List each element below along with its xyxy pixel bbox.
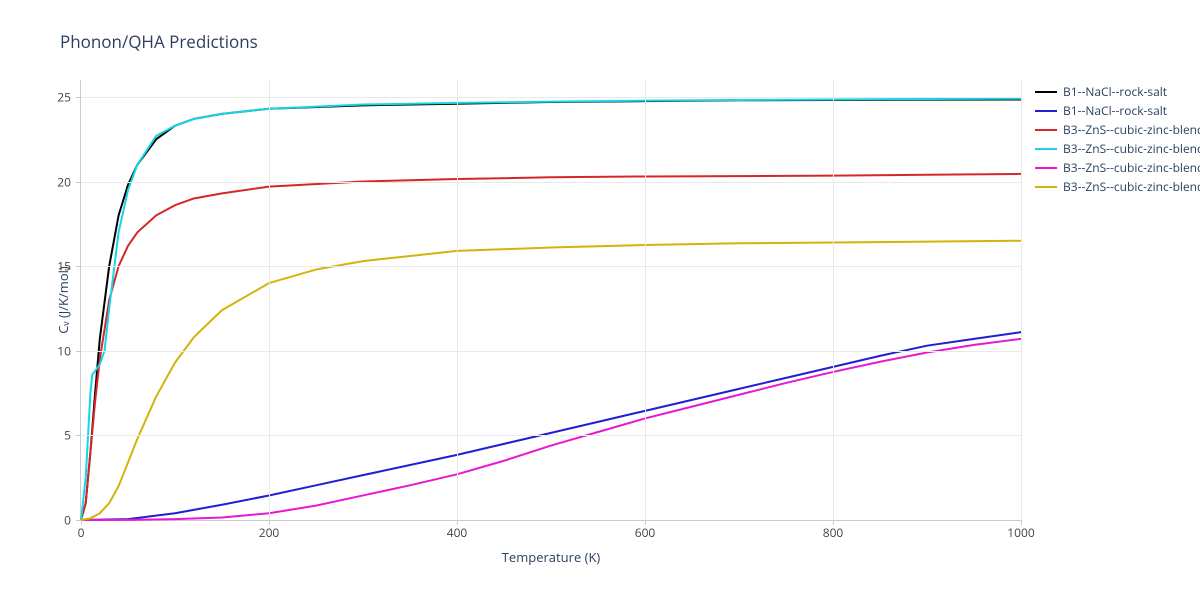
x-tick-label: 800 bbox=[823, 524, 844, 541]
legend-swatch bbox=[1035, 167, 1057, 169]
legend-label: B3--ZnS--cubic-zinc-blende bbox=[1063, 177, 1200, 196]
grid-horizontal bbox=[81, 97, 1021, 98]
grid-horizontal bbox=[81, 351, 1021, 352]
legend-swatch bbox=[1035, 148, 1057, 150]
legend-label: B3--ZnS--cubic-zinc-blende bbox=[1063, 158, 1200, 177]
grid-vertical bbox=[269, 80, 270, 520]
y-tick-label: 0 bbox=[41, 512, 71, 529]
grid-vertical bbox=[833, 80, 834, 520]
y-tick-label: 10 bbox=[41, 342, 71, 359]
y-axis-label: Cᵥ (J/K/mol) bbox=[54, 266, 72, 334]
legend-swatch bbox=[1035, 110, 1057, 112]
x-tick-label: 200 bbox=[259, 524, 280, 541]
y-tick-label: 5 bbox=[41, 427, 71, 444]
legend-swatch bbox=[1035, 91, 1057, 93]
grid-vertical bbox=[457, 80, 458, 520]
grid-horizontal bbox=[81, 182, 1021, 183]
legend-label: B3--ZnS--cubic-zinc-blende bbox=[1063, 139, 1200, 158]
series-line bbox=[81, 332, 1021, 520]
chart-root: Phonon/QHA Predictions Cᵥ (J/K/mol) Temp… bbox=[0, 0, 1200, 600]
series-line bbox=[81, 174, 1021, 520]
x-tick-label: 400 bbox=[447, 524, 468, 541]
legend-swatch bbox=[1035, 129, 1057, 131]
y-tick bbox=[76, 520, 81, 521]
legend-label: B1--NaCl--rock-salt bbox=[1063, 101, 1167, 120]
series-line bbox=[81, 339, 1021, 520]
grid-vertical bbox=[645, 80, 646, 520]
legend-item[interactable]: B1--NaCl--rock-salt bbox=[1035, 101, 1200, 120]
plot-area: Cᵥ (J/K/mol) Temperature (K) 02004006008… bbox=[80, 80, 1021, 521]
y-tick bbox=[76, 266, 81, 267]
legend-label: B3--ZnS--cubic-zinc-blende bbox=[1063, 120, 1200, 139]
grid-horizontal bbox=[81, 435, 1021, 436]
series-svg bbox=[81, 80, 1021, 520]
legend-item[interactable]: B1--NaCl--rock-salt bbox=[1035, 82, 1200, 101]
chart-title: Phonon/QHA Predictions bbox=[60, 30, 258, 53]
y-tick bbox=[76, 351, 81, 352]
legend: B1--NaCl--rock-saltB1--NaCl--rock-saltB3… bbox=[1035, 82, 1200, 196]
y-tick-label: 15 bbox=[41, 258, 71, 275]
grid-horizontal bbox=[81, 266, 1021, 267]
legend-label: B1--NaCl--rock-salt bbox=[1063, 82, 1167, 101]
y-tick-label: 20 bbox=[41, 173, 71, 190]
x-tick-label: 1000 bbox=[1007, 524, 1034, 541]
series-line bbox=[81, 241, 1021, 520]
x-tick-label: 0 bbox=[78, 524, 85, 541]
legend-item[interactable]: B3--ZnS--cubic-zinc-blende bbox=[1035, 177, 1200, 196]
y-tick-label: 25 bbox=[41, 88, 71, 105]
legend-item[interactable]: B3--ZnS--cubic-zinc-blende bbox=[1035, 158, 1200, 177]
legend-item[interactable]: B3--ZnS--cubic-zinc-blende bbox=[1035, 139, 1200, 158]
x-axis-label: Temperature (K) bbox=[502, 548, 601, 566]
y-tick bbox=[76, 435, 81, 436]
legend-swatch bbox=[1035, 186, 1057, 188]
legend-item[interactable]: B3--ZnS--cubic-zinc-blende bbox=[1035, 120, 1200, 139]
grid-vertical bbox=[1021, 80, 1022, 520]
y-tick bbox=[76, 97, 81, 98]
x-tick-label: 600 bbox=[635, 524, 656, 541]
y-tick bbox=[76, 182, 81, 183]
